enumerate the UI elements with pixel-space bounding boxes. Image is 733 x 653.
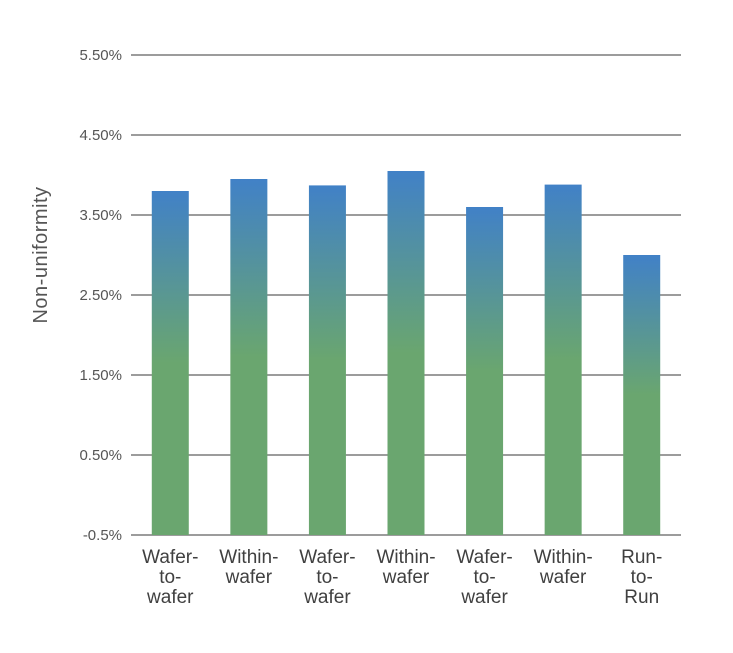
y-axis-label: Non-uniformity [30, 186, 52, 323]
y-tick-label: 4.50% [79, 127, 122, 144]
y-tick-label: 5.50% [79, 47, 122, 64]
y-tick-label: 2.50% [79, 287, 122, 304]
bar [151, 191, 189, 535]
bar [623, 255, 661, 535]
x-category-label: Within-wafer [534, 547, 593, 588]
x-axis-labels: Wafer-to-wafer Within-wafer Wafer-to-wafer… [142, 547, 662, 608]
y-tick-label: 1.50% [79, 367, 122, 384]
x-category-label: Wafer-to-wafer [142, 547, 198, 608]
bar [544, 184, 582, 535]
bar [466, 207, 504, 535]
x-category-label: Within-wafer [376, 547, 435, 588]
x-category-label: Wafer-to-wafer [456, 547, 512, 608]
x-category-label: Run-to-Run [621, 547, 662, 608]
x-category-label: Within-wafer [219, 547, 278, 588]
y-tick-label: 0.50% [79, 447, 122, 464]
y-tick-label: 3.50% [79, 207, 122, 224]
bar [230, 179, 268, 535]
bar [308, 185, 346, 535]
bar [387, 171, 425, 535]
x-category-label: Wafer-to-wafer [299, 547, 355, 608]
y-tick-label: -0.5% [83, 527, 122, 544]
bars [151, 171, 661, 535]
y-axis-ticks: -0.5% 0.50% 1.50% 2.50% 3.50% 4.50% 5.50% [79, 47, 122, 544]
